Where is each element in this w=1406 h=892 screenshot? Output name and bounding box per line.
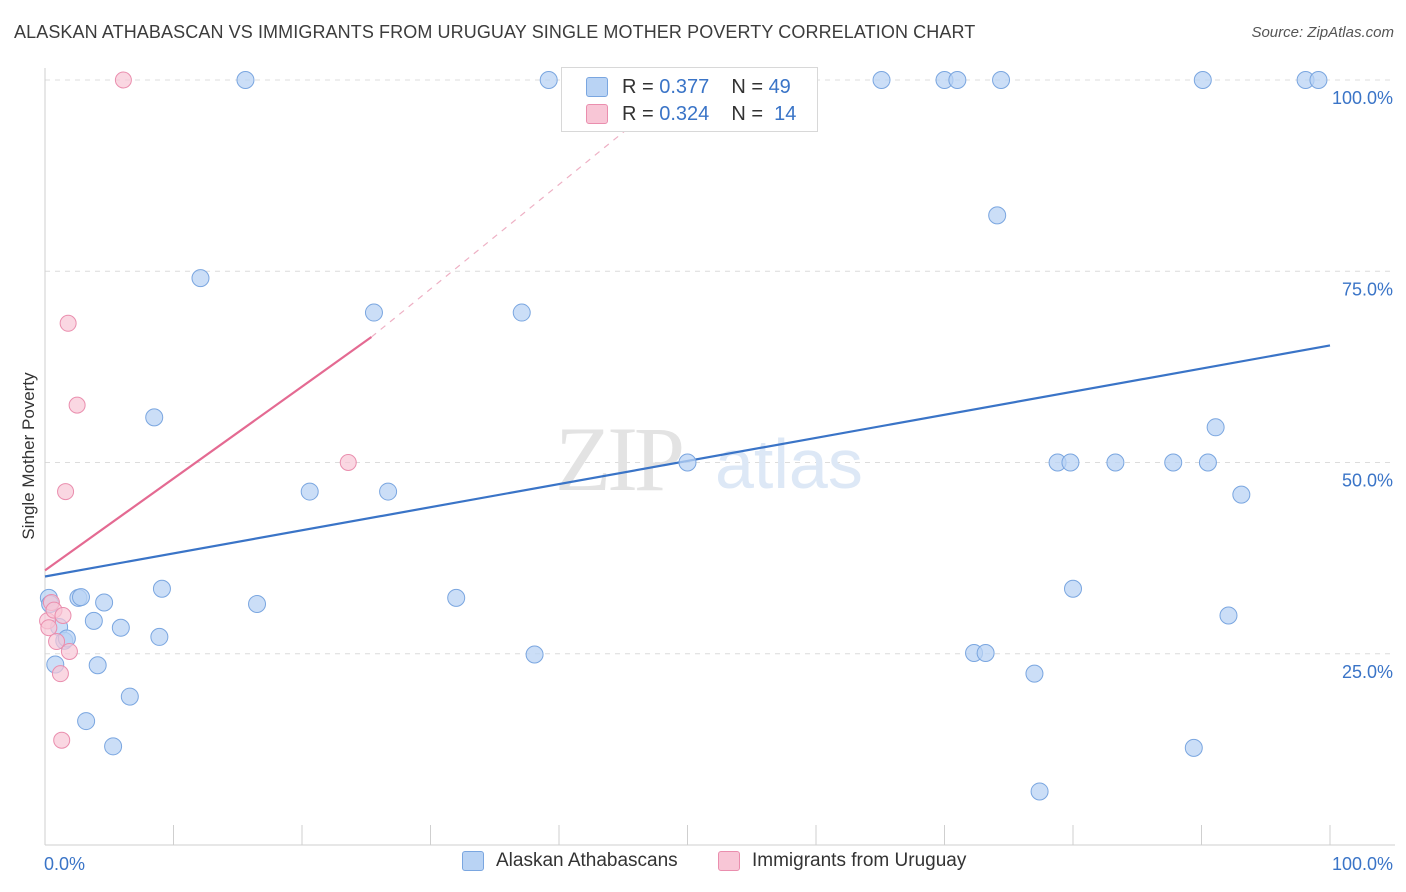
point-alaskan-athabascan xyxy=(1184,738,1203,757)
point-alaskan-athabascan xyxy=(364,303,383,322)
point-alaskan-athabascan xyxy=(872,71,891,89)
point-alaskan-athabascan xyxy=(1164,453,1183,472)
point-alaskan-athabascan xyxy=(1309,71,1328,89)
point-alaskan-athabascan xyxy=(1219,606,1238,625)
point-uruguay xyxy=(68,396,86,414)
legend-n-label-2: N = xyxy=(731,102,763,125)
x-tick-label-min: 0.0% xyxy=(44,854,85,874)
point-alaskan-athabascan xyxy=(1025,664,1044,683)
legend-swatch-pink xyxy=(586,104,608,124)
legend-r-value-1: 0.377 xyxy=(659,75,710,98)
point-alaskan-athabascan xyxy=(120,687,139,706)
point-uruguay xyxy=(60,642,78,660)
legend-row-series1: R = 0.377 N = 49 xyxy=(586,75,791,99)
point-alaskan-athabascan xyxy=(1064,579,1082,598)
point-uruguay xyxy=(40,619,58,637)
point-alaskan-athabascan xyxy=(95,593,114,612)
point-uruguay xyxy=(54,607,72,624)
y-tick-label: 50.0% xyxy=(1342,471,1393,491)
point-alaskan-athabascan xyxy=(1030,782,1049,801)
point-alaskan-athabascan xyxy=(191,269,210,288)
watermark-zip: ZIP xyxy=(555,408,682,510)
bottom-legend-series2: Immigrants from Uruguay xyxy=(718,850,966,872)
data-points xyxy=(39,71,1328,801)
point-uruguay xyxy=(53,731,71,749)
point-alaskan-athabascan xyxy=(992,71,1011,89)
point-alaskan-athabascan xyxy=(104,737,123,756)
bottom-legend-label-2: Immigrants from Uruguay xyxy=(752,850,967,871)
point-alaskan-athabascan xyxy=(71,588,90,607)
point-alaskan-athabascan xyxy=(379,482,398,501)
point-alaskan-athabascan xyxy=(1232,485,1251,504)
y-tick-label: 75.0% xyxy=(1342,279,1393,299)
bottom-legend-swatch-pink xyxy=(718,851,740,871)
legend-r-label-2: R = xyxy=(622,102,654,125)
trendlines xyxy=(44,79,1331,578)
legend-swatch-blue xyxy=(586,77,608,97)
trendline-immigrants-from-uruguay xyxy=(44,336,373,572)
point-alaskan-athabascan xyxy=(948,71,967,89)
legend-r-label-1: R = xyxy=(622,75,654,98)
y-tick-label: 25.0% xyxy=(1342,662,1393,682)
legend-n-value-1: 49 xyxy=(768,75,791,98)
point-uruguay xyxy=(48,633,66,651)
point-alaskan-athabascan xyxy=(88,656,107,675)
axes xyxy=(44,68,1395,846)
point-uruguay xyxy=(339,454,357,471)
point-alaskan-athabascan xyxy=(84,611,103,630)
correlation-legend: R = 0.377 N = 49 R = 0.324 N = 14 xyxy=(561,67,818,132)
chart-title: ALASKAN ATHABASCAN VS IMMIGRANTS FROM UR… xyxy=(14,22,976,42)
legend-row-series2: R = 0.324 N = 14 xyxy=(586,102,796,126)
bottom-legend-swatch-blue xyxy=(462,851,484,871)
point-alaskan-athabascan xyxy=(1106,453,1125,472)
point-alaskan-athabascan xyxy=(1198,453,1217,472)
point-uruguay xyxy=(59,314,77,332)
point-alaskan-athabascan xyxy=(539,71,558,89)
point-alaskan-athabascan xyxy=(1206,418,1225,437)
legend-n-label-1: N = xyxy=(731,75,763,98)
point-alaskan-athabascan xyxy=(145,408,164,427)
point-alaskan-athabascan xyxy=(512,303,531,322)
point-alaskan-athabascan xyxy=(236,71,255,89)
y-axis-label: Single Mother Poverty xyxy=(19,372,38,540)
x-tick-label-max: 100.0% xyxy=(1332,854,1393,874)
point-alaskan-athabascan xyxy=(1193,71,1212,89)
source-label: Source: ZipAtlas.com xyxy=(1251,24,1394,41)
watermark-atlas: atlas xyxy=(715,425,863,503)
point-alaskan-athabascan xyxy=(300,482,319,501)
point-alaskan-athabascan xyxy=(976,643,995,662)
gridlines xyxy=(45,79,1395,655)
point-alaskan-athabascan xyxy=(525,645,544,664)
point-uruguay xyxy=(51,665,69,683)
point-alaskan-athabascan xyxy=(77,712,96,731)
bottom-legend-label-1: Alaskan Athabascans xyxy=(496,850,678,871)
point-alaskan-athabascan xyxy=(447,588,466,607)
point-alaskan-athabascan xyxy=(1061,453,1080,472)
point-uruguay xyxy=(114,71,132,89)
tick-labels: 25.0% 50.0% 75.0% 100.0% 0.0% 100.0% xyxy=(44,88,1393,874)
point-alaskan-athabascan xyxy=(988,206,1007,225)
point-alaskan-athabascan xyxy=(152,579,171,598)
legend-r-value-2: 0.324 xyxy=(659,102,710,125)
point-uruguay xyxy=(57,483,75,501)
point-alaskan-athabascan xyxy=(678,453,697,472)
bottom-legend-series1: Alaskan Athabascans xyxy=(462,850,678,872)
legend-n-value-2: 14 xyxy=(774,102,797,125)
point-alaskan-athabascan xyxy=(150,627,169,646)
point-alaskan-athabascan xyxy=(248,595,267,614)
point-alaskan-athabascan xyxy=(111,618,130,637)
y-tick-label: 100.0% xyxy=(1332,88,1393,108)
